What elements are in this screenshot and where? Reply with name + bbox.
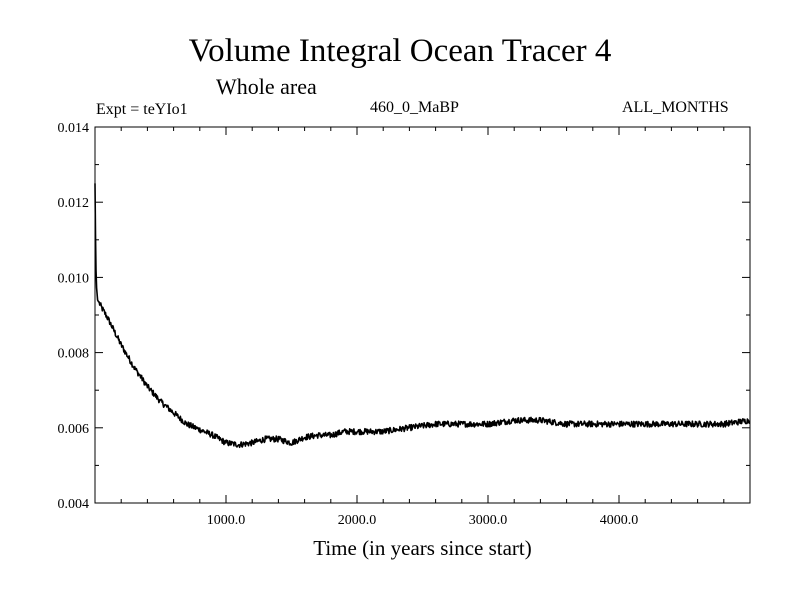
x-tick-label: 3000.0 bbox=[469, 513, 508, 528]
x-tick-label: 2000.0 bbox=[338, 513, 377, 528]
y-tick-label: 0.010 bbox=[58, 271, 90, 286]
y-tick-label: 0.008 bbox=[58, 347, 90, 362]
y-tick-label: 0.004 bbox=[58, 497, 90, 512]
y-tick-label: 0.006 bbox=[58, 422, 90, 437]
chart-subtitle: Whole area bbox=[216, 74, 317, 99]
period-label: ALL_MONTHS bbox=[622, 99, 729, 116]
plot-frame bbox=[94, 126, 751, 504]
run-label: 460_0_MaBP bbox=[370, 99, 459, 116]
y-tick-label: 0.014 bbox=[58, 121, 90, 136]
series-line bbox=[94, 183, 751, 449]
y-tick-label: 0.012 bbox=[58, 196, 90, 211]
x-axis-label: Time (in years since start) bbox=[313, 536, 532, 560]
x-tick-label: 4000.0 bbox=[600, 513, 639, 528]
x-tick-label: 1000.0 bbox=[207, 513, 246, 528]
experiment-label: Expt = teYIo1 bbox=[96, 101, 188, 118]
chart-title: Volume Integral Ocean Tracer 4 bbox=[188, 33, 612, 69]
